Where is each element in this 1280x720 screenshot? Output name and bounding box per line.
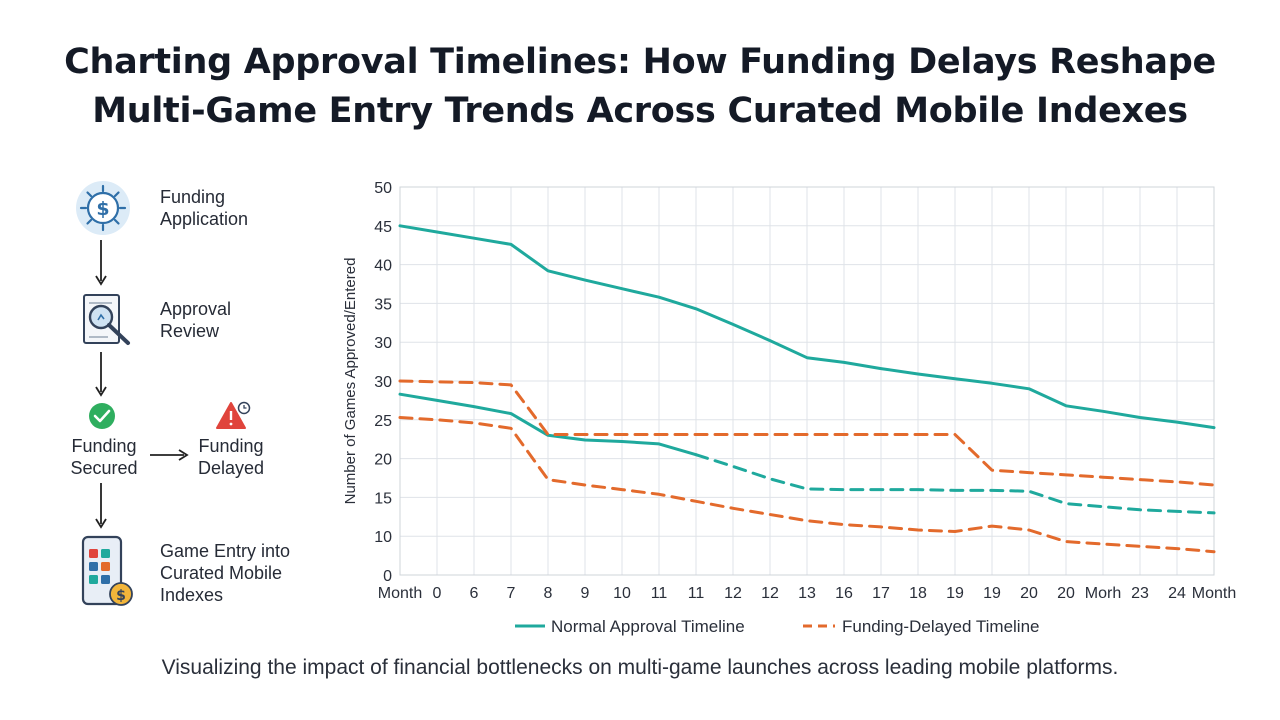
x-tick-label: 11 bbox=[688, 585, 705, 602]
series-line bbox=[398, 416, 1216, 554]
y-tick-label: 0 bbox=[383, 568, 392, 585]
chart-caption: Visualizing the impact of financial bott… bbox=[161, 656, 1119, 679]
y-tick-label: 30 bbox=[374, 374, 392, 391]
flow-step-game-entry: Game Entry into Curated Mobile Indexes bbox=[160, 541, 291, 605]
title-line-2: Multi-Game Entry Trends Across Curated M… bbox=[92, 91, 1188, 131]
dollar-gear-icon: $ bbox=[76, 181, 130, 235]
chart-legend: Normal Approval Timeline Funding-Delayed … bbox=[515, 617, 1040, 636]
chart-series bbox=[398, 224, 1216, 554]
checkmark-icon bbox=[89, 403, 115, 429]
x-tick-label: 20 bbox=[1020, 585, 1038, 602]
x-tick-label: 18 bbox=[909, 585, 927, 602]
chart-title: Charting Approval Timelines: How Funding… bbox=[0, 38, 1280, 136]
legend-label-delayed: Funding-Delayed Timeline bbox=[842, 617, 1040, 636]
x-tick-label: 10 bbox=[613, 585, 631, 602]
y-tick-label: 30 bbox=[374, 335, 392, 352]
y-tick-label: 45 bbox=[374, 219, 392, 236]
flow-step-funding-delayed: Funding Delayed bbox=[197, 436, 265, 478]
flow-step-approval-review: Approval Review bbox=[160, 299, 232, 341]
x-tick-label: 16 bbox=[835, 585, 853, 602]
magnifier-document-icon bbox=[83, 294, 130, 345]
svg-text:$: $ bbox=[116, 588, 126, 604]
y-tick-label: 15 bbox=[374, 490, 392, 507]
y-tick-label: 20 bbox=[374, 452, 392, 469]
x-axis: Month 0 6 7 8 9 10 11 11 12 12 13 16 17 18 19 19 20 20 Morh… bbox=[378, 585, 1236, 602]
x-tick-label: 8 bbox=[544, 585, 553, 602]
legend-label-normal: Normal Approval Timeline bbox=[551, 617, 745, 636]
flow-step-funding-application: Funding Application bbox=[160, 187, 249, 229]
title-line-1: Charting Approval Timelines: How Funding… bbox=[64, 42, 1216, 82]
x-tick-label: 19 bbox=[983, 585, 1001, 602]
x-tick-label: Month bbox=[378, 585, 422, 602]
y-tick-label: 40 bbox=[374, 258, 392, 275]
x-tick-label: 12 bbox=[761, 585, 779, 602]
svg-text:$: $ bbox=[96, 198, 109, 220]
warning-clock-icon bbox=[216, 401, 251, 429]
y-axis: 0 10 15 20 25 30 30 35 40 45 50 bbox=[374, 180, 392, 585]
x-tick-label: 9 bbox=[581, 585, 590, 602]
y-tick-label: 50 bbox=[374, 180, 392, 197]
x-tick-label: 13 bbox=[798, 585, 816, 602]
phone-apps-coin-icon: $ bbox=[81, 535, 133, 606]
x-tick-label: 24 bbox=[1168, 585, 1186, 602]
x-tick-label: 20 bbox=[1057, 585, 1075, 602]
series-line bbox=[694, 453, 1216, 515]
flow-step-funding-secured: Funding Secured bbox=[70, 436, 138, 478]
series-line bbox=[398, 379, 1216, 487]
x-tick-label: 11 bbox=[651, 585, 668, 602]
x-tick-label: 0 bbox=[433, 585, 442, 602]
y-tick-label: 10 bbox=[374, 529, 392, 546]
x-tick-label: 19 bbox=[946, 585, 964, 602]
x-tick-label: 7 bbox=[507, 585, 516, 602]
x-tick-label: Morh bbox=[1085, 585, 1121, 602]
y-tick-label: 25 bbox=[374, 413, 392, 430]
x-tick-label: Month bbox=[1192, 585, 1236, 602]
series-line bbox=[398, 224, 1216, 430]
x-tick-label: 17 bbox=[872, 585, 890, 602]
x-tick-label: 23 bbox=[1131, 585, 1149, 602]
x-tick-label: 6 bbox=[470, 585, 479, 602]
chart-grid bbox=[399, 186, 1215, 576]
x-tick-label: 12 bbox=[724, 585, 742, 602]
y-tick-label: 35 bbox=[374, 296, 392, 313]
approval-flow-diagram: $ $ bbox=[76, 181, 251, 606]
y-axis-label: Number of Games Approved/Entered bbox=[342, 258, 359, 505]
series-line bbox=[398, 392, 698, 457]
